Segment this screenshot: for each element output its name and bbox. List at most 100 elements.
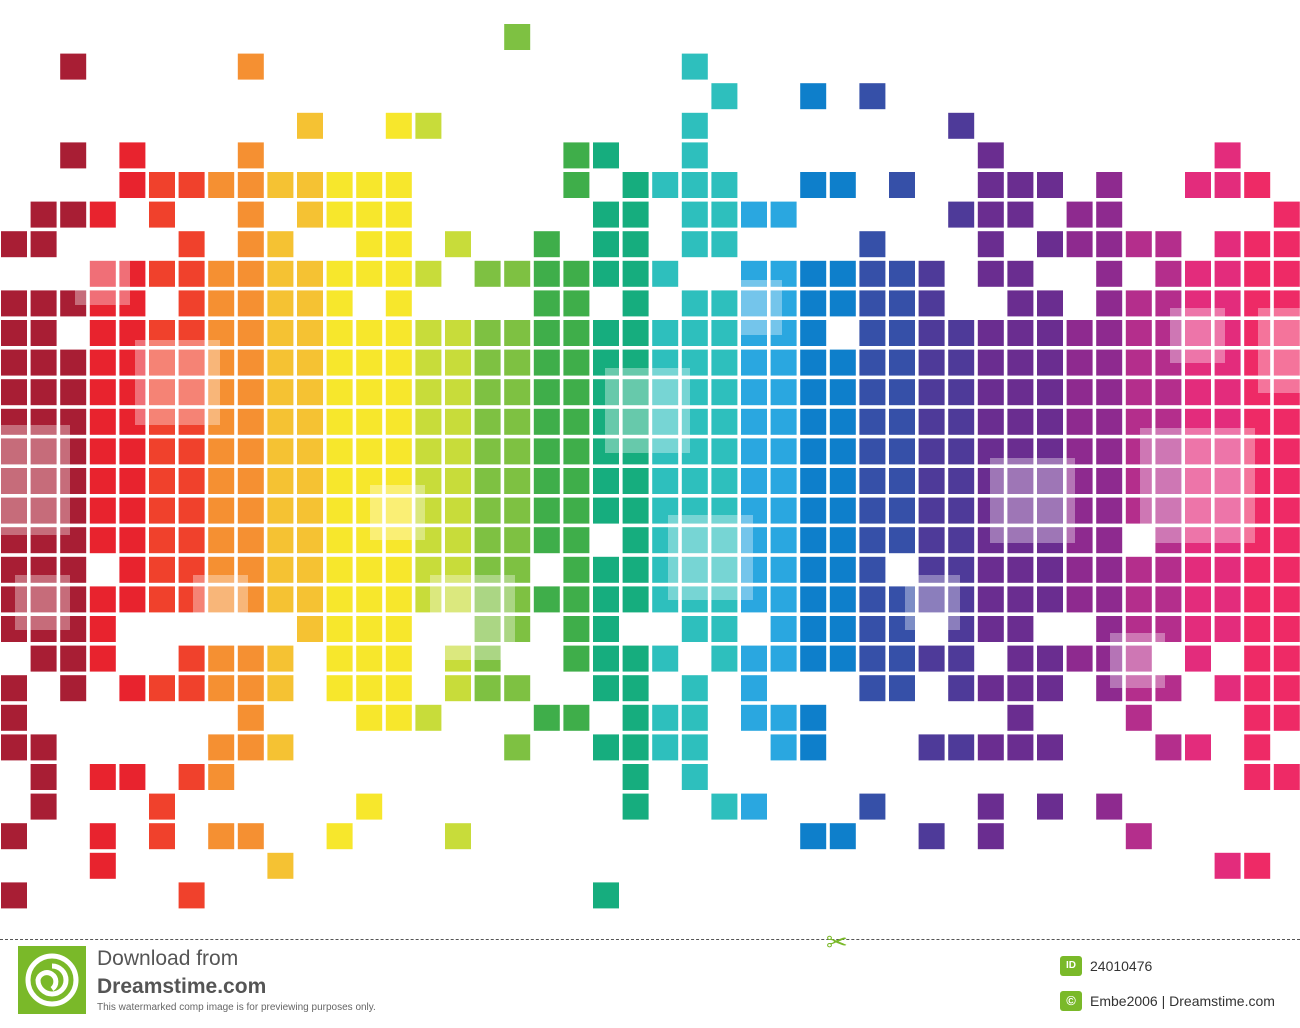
mosaic-tile xyxy=(326,823,353,850)
mosaic-tile xyxy=(1096,290,1123,317)
mosaic-tile xyxy=(1037,172,1063,198)
mosaic-tile xyxy=(504,320,531,346)
mosaic-tile xyxy=(1185,586,1211,613)
mosaic-tile xyxy=(326,556,353,583)
mosaic-tile xyxy=(149,823,175,850)
mosaic-tile xyxy=(800,734,827,761)
mosaic-tile xyxy=(89,260,116,287)
mosaic-tile xyxy=(977,734,1004,761)
mosaic-tile xyxy=(474,320,501,346)
mosaic-tile xyxy=(977,675,1004,702)
mosaic-tile xyxy=(800,83,827,110)
mosaic-tile xyxy=(60,53,87,80)
mosaic-tile xyxy=(918,379,945,406)
mosaic-tile xyxy=(1066,408,1093,435)
mosaic-tile xyxy=(504,349,531,376)
mosaic-tile xyxy=(415,320,442,346)
mosaic-tile xyxy=(356,675,383,702)
mosaic-tile xyxy=(711,231,738,258)
mosaic-tile xyxy=(770,349,797,376)
mosaic-tile xyxy=(356,260,383,287)
mosaic-tile xyxy=(1273,586,1300,613)
mosaic-tile xyxy=(237,172,264,198)
mosaic-tile xyxy=(1007,260,1034,287)
mosaic-tile xyxy=(918,823,945,850)
mosaic-tile xyxy=(652,497,679,524)
mosaic-tile xyxy=(889,408,915,435)
mosaic-tile xyxy=(1,704,27,731)
mosaic-tile xyxy=(385,645,412,672)
mosaic-tile xyxy=(948,201,975,228)
mosaic-tile xyxy=(1214,675,1241,702)
mosaic-tile xyxy=(563,468,590,494)
mosaic-tile xyxy=(326,468,353,494)
mosaic-tile xyxy=(1244,586,1271,613)
mosaic-tile xyxy=(1273,675,1300,702)
mosaic-tile xyxy=(385,586,412,613)
mosaic-tile xyxy=(1214,408,1241,435)
mosaic-tile xyxy=(267,408,294,435)
mosaic-tile xyxy=(119,468,146,494)
mosaic-tile xyxy=(622,675,649,702)
mosaic-tile xyxy=(504,379,531,406)
mosaic-tile xyxy=(563,290,590,317)
mosaic-tile xyxy=(237,53,264,80)
mosaic-tile xyxy=(681,53,708,80)
mosaic-tile xyxy=(89,645,116,672)
mosaic-tile xyxy=(593,438,619,465)
mosaic-tile xyxy=(60,497,87,524)
mosaic-tile xyxy=(1244,734,1271,761)
mosaic-tile xyxy=(593,142,619,169)
mosaic-tile xyxy=(356,527,383,554)
mosaic-tile xyxy=(977,231,1004,258)
mosaic-tile xyxy=(385,231,412,258)
mosaic-tile xyxy=(829,586,856,613)
mosaic-tile xyxy=(1007,201,1034,228)
mosaic-tile xyxy=(1096,645,1123,672)
mosaic-tile xyxy=(770,438,797,465)
mosaic-tile xyxy=(178,172,205,198)
mosaic-tile xyxy=(178,468,205,494)
mosaic-tile xyxy=(681,112,708,139)
mosaic-tile xyxy=(1214,320,1241,346)
mosaic-tile xyxy=(1007,497,1034,524)
mosaic-tile xyxy=(977,438,1004,465)
mosaic-tile xyxy=(1155,379,1182,406)
mosaic-tile xyxy=(385,201,412,228)
mosaic-tile xyxy=(1007,734,1034,761)
mosaic-tile xyxy=(948,349,975,376)
mosaic-tile xyxy=(1244,438,1271,465)
mosaic-tile xyxy=(977,349,1004,376)
mosaic-tile xyxy=(1244,408,1271,435)
mosaic-tile xyxy=(918,260,945,287)
mosaic-tile xyxy=(711,556,738,583)
mosaic-tile xyxy=(1066,379,1093,406)
mosaic-tile xyxy=(770,586,797,613)
site-name: Dreamstime.com xyxy=(97,975,267,998)
mosaic-tile xyxy=(859,320,886,346)
mosaic-tile xyxy=(149,172,175,198)
mosaic-tile xyxy=(1244,556,1271,583)
mosaic-tile xyxy=(741,260,767,287)
mosaic-tile xyxy=(622,645,649,672)
mosaic-tile xyxy=(563,645,590,672)
image-id: 24010476 xyxy=(1090,958,1153,974)
mosaic-tile xyxy=(711,83,738,110)
mosaic-tile xyxy=(326,438,353,465)
mosaic-tile xyxy=(30,408,57,435)
mosaic-tile xyxy=(859,645,886,672)
mosaic-tile xyxy=(1037,320,1063,346)
mosaic-tile xyxy=(1125,645,1152,672)
mosaic-tile xyxy=(1,290,27,317)
mosaic-tile xyxy=(681,675,708,702)
mosaic-tile xyxy=(859,408,886,435)
mosaic-tile xyxy=(622,408,649,435)
mosaic-tile xyxy=(977,468,1004,494)
mosaic-tile xyxy=(859,793,886,820)
mosaic-tile xyxy=(60,201,87,228)
dreamstime-logo-icon xyxy=(18,946,86,1014)
mosaic-tile xyxy=(385,320,412,346)
mosaic-tile xyxy=(829,172,856,198)
mosaic-tile xyxy=(1,231,27,258)
mosaic-tile xyxy=(533,231,560,258)
